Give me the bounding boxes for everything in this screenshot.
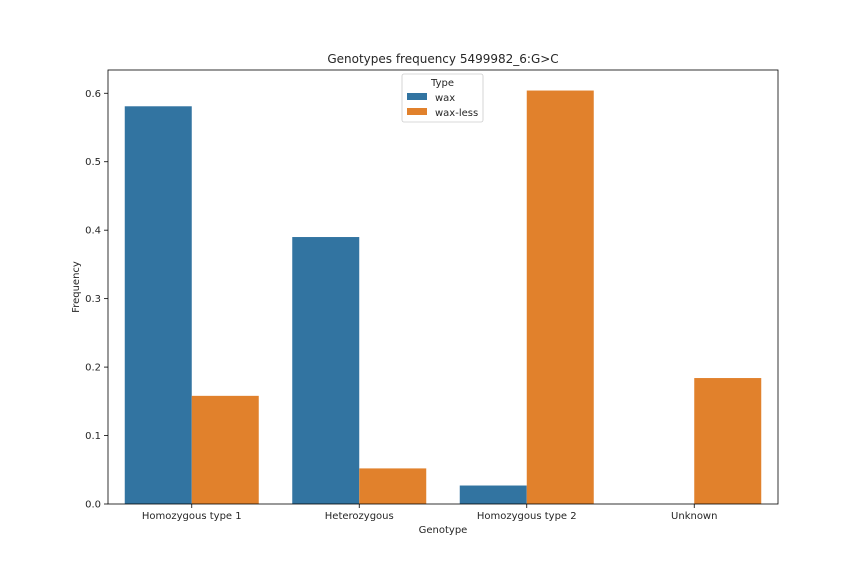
legend-label-wax: wax	[435, 93, 455, 104]
bar-wax-heterozygous	[292, 237, 360, 505]
legend-swatch-wax	[407, 93, 427, 100]
bar-wax-less-heterozygous	[359, 468, 427, 504]
y-axis-label: Frequency	[71, 261, 82, 313]
legend-label-wax-less: wax-less	[435, 108, 478, 119]
bar-wax-homozygous-type-2	[459, 485, 527, 504]
chart-title: Genotypes frequency 5499982_6:G>C	[327, 52, 558, 66]
bars-group	[124, 90, 762, 505]
y-tick-label: 0.0	[85, 500, 101, 511]
y-axis: 0.0 0.1 0.2 0.3 0.4 0.5 0.6	[85, 89, 108, 511]
y-tick-label: 0.2	[85, 363, 101, 374]
x-axis: Homozygous type 1 Heterozygous Homozygous …	[142, 504, 717, 522]
x-tick-label: Homozygous type 2	[477, 511, 577, 522]
legend-title: Type	[430, 78, 454, 89]
bar-wax-homozygous-type-1	[124, 106, 192, 504]
x-tick-label: Homozygous type 1	[142, 511, 242, 522]
y-tick-label: 0.1	[85, 431, 101, 442]
y-tick-label: 0.3	[85, 294, 101, 305]
x-tick-label: Heterozygous	[325, 511, 394, 522]
bar-wax-less-homozygous-type-1	[191, 395, 259, 504]
y-tick-label: 0.5	[85, 157, 101, 168]
legend: Type wax wax-less	[401, 73, 484, 123]
bar-wax-less-unknown	[694, 378, 762, 504]
y-tick-label: 0.6	[85, 89, 101, 100]
legend-swatch-wax-less	[407, 108, 427, 115]
plot-frame	[107, 69, 779, 505]
x-tick-label: Unknown	[671, 511, 717, 522]
bar-wax-less-homozygous-type-2	[526, 90, 594, 504]
x-axis-label: Genotype	[419, 525, 468, 536]
y-tick-label: 0.4	[85, 226, 101, 237]
